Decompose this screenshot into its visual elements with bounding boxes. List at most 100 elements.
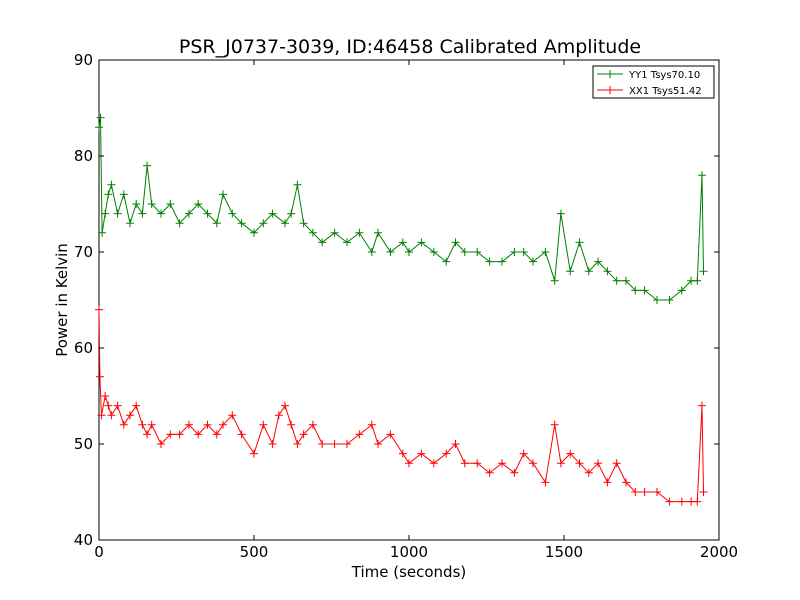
- data-point: [429, 459, 438, 468]
- data-point: [556, 209, 565, 218]
- data-point: [237, 219, 246, 228]
- data-point: [697, 171, 706, 180]
- data-point: [640, 488, 649, 496]
- data-point: [113, 209, 122, 218]
- data-point: [355, 430, 364, 439]
- data-point: [697, 401, 706, 410]
- data-point: [95, 305, 103, 314]
- data-point: [612, 276, 621, 285]
- axes-layer: 0 500 1000 1500 2000 40 50 60 70 80 90: [74, 51, 738, 561]
- data-point: [293, 440, 302, 448]
- data-point: [299, 430, 308, 439]
- data-point: [519, 449, 528, 458]
- legend-label: XX1 Tsys51.42: [629, 86, 702, 97]
- data-point: [268, 440, 277, 448]
- data-point: [417, 238, 426, 247]
- data-point: [498, 257, 506, 266]
- data-point: [330, 228, 339, 237]
- plot-area: [98, 59, 720, 541]
- data-point: [194, 430, 203, 439]
- data-point: [143, 430, 152, 439]
- data-point: [212, 219, 221, 228]
- y-tick-label: 90: [74, 51, 93, 69]
- data-point: [451, 440, 460, 448]
- data-point: [473, 248, 482, 256]
- data-point: [228, 209, 237, 218]
- data-point: [287, 420, 296, 429]
- data-point: [677, 497, 686, 506]
- data-point: [429, 248, 438, 256]
- data-point: [104, 190, 113, 199]
- data-point: [132, 200, 141, 208]
- series-1: [95, 113, 708, 304]
- data-point: [119, 420, 128, 429]
- data-point: [157, 209, 165, 218]
- data-point: [575, 238, 584, 247]
- data-point: [622, 276, 630, 285]
- y-axis-label: Power in Kelvin: [53, 243, 71, 357]
- data-point: [281, 219, 289, 228]
- data-point: [529, 459, 537, 468]
- data-point: [126, 219, 134, 228]
- data-point: [374, 440, 382, 448]
- data-point: [405, 248, 413, 256]
- data-point: [250, 449, 258, 458]
- data-point: [259, 219, 268, 228]
- legend-marker: [606, 86, 614, 94]
- data-point: [166, 430, 175, 439]
- data-point: [699, 488, 708, 496]
- data-point: [101, 209, 110, 218]
- data-point: [212, 430, 221, 439]
- series-2: [95, 305, 708, 506]
- data-point: [398, 449, 407, 458]
- data-point: [460, 459, 469, 468]
- data-point: [343, 238, 351, 247]
- data-point: [184, 209, 193, 218]
- data-point: [343, 440, 351, 448]
- data-point: [166, 200, 175, 208]
- data-point: [665, 296, 674, 304]
- data-point: [308, 228, 317, 237]
- data-point: [653, 488, 661, 496]
- data-point: [318, 238, 327, 247]
- series-line: [98, 117, 704, 301]
- data-point: [355, 228, 364, 237]
- data-point: [318, 440, 327, 448]
- x-tick-label: 500: [240, 543, 269, 561]
- data-point: [95, 123, 103, 132]
- data-point: [640, 286, 649, 295]
- x-axis-label: Time (seconds): [351, 563, 467, 581]
- data-point: [510, 248, 519, 256]
- data-point: [138, 420, 147, 429]
- data-point: [510, 468, 519, 477]
- data-point: [107, 180, 116, 189]
- data-point: [566, 267, 575, 276]
- data-point: [566, 449, 575, 458]
- chart-title: PSR_J0737-3039, ID:46458 Calibrated Ampl…: [179, 36, 641, 58]
- x-tick-label: 1000: [390, 543, 428, 561]
- y-tick-label: 70: [74, 243, 93, 261]
- data-point: [138, 209, 147, 218]
- data-point: [107, 411, 116, 420]
- data-point: [175, 219, 184, 228]
- data-point: [281, 401, 289, 410]
- data-point: [367, 420, 376, 429]
- data-point: [259, 420, 268, 429]
- data-point: [460, 248, 469, 256]
- data-point: [203, 209, 212, 218]
- data-point: [268, 209, 277, 218]
- data-point: [143, 161, 152, 170]
- data-point: [631, 286, 640, 295]
- data-point: [665, 497, 674, 506]
- data-point: [405, 459, 413, 468]
- data-point: [113, 401, 122, 410]
- data-point: [550, 276, 559, 285]
- data-point: [119, 190, 128, 199]
- data-point: [603, 478, 612, 487]
- data-point: [308, 420, 317, 429]
- data-point: [556, 459, 565, 468]
- data-point: [132, 401, 141, 410]
- data-point: [677, 286, 686, 295]
- data-point: [374, 228, 382, 237]
